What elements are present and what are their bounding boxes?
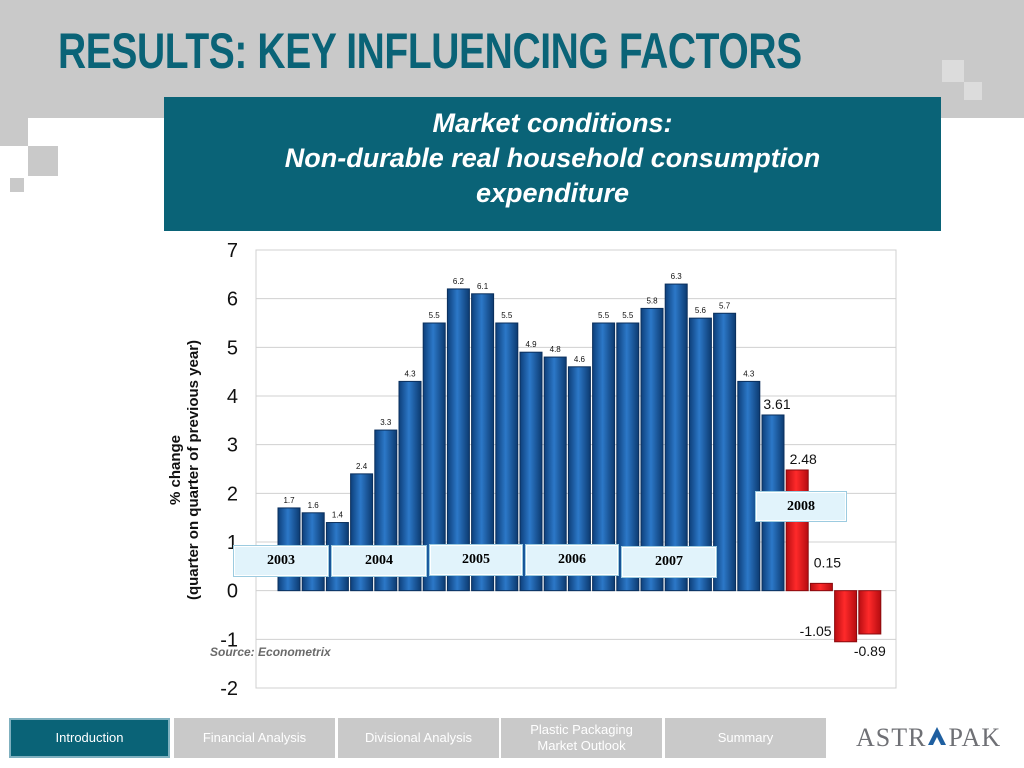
y-tick-label: 4 — [227, 386, 238, 408]
bar-data-label: 4.3 — [743, 369, 755, 378]
chart-subtitle-box: Market conditions: Non-durable real hous… — [164, 97, 941, 231]
bar — [688, 317, 712, 592]
y-axis-label: % change(quarter on quarter of previous … — [167, 340, 202, 600]
tab-introduction[interactable]: Introduction — [9, 718, 170, 758]
tab-divisional-analysis[interactable]: Divisional Analysis — [338, 718, 499, 758]
bar — [592, 322, 616, 592]
bar-data-label: 5.8 — [646, 296, 658, 305]
decor-square — [28, 146, 58, 176]
bar — [422, 322, 446, 592]
decor-square — [964, 82, 982, 100]
bar — [713, 312, 737, 592]
y-tick-label: -2 — [220, 678, 238, 700]
year-label-2007: 2007 — [622, 547, 716, 577]
bottom-nav: Introduction Financial Analysis Division… — [0, 715, 840, 765]
year-label-2004: 2004 — [332, 546, 426, 576]
y-tick-label: 2 — [227, 483, 238, 505]
y-tick-label: 3 — [227, 435, 238, 457]
bar-data-label: 4.3 — [404, 369, 416, 378]
bar-data-label: 5.5 — [501, 311, 513, 320]
bar-data-label: -0.89 — [854, 643, 886, 659]
bar-data-label: 5.5 — [598, 311, 610, 320]
y-tick-label: 5 — [227, 337, 238, 359]
bar-data-label: 5.5 — [622, 311, 634, 320]
bar-data-label: 6.3 — [671, 272, 683, 281]
bar-data-label: 5.6 — [695, 306, 707, 315]
bar — [809, 582, 833, 592]
bar — [737, 380, 761, 592]
bar-data-label: 5.5 — [429, 311, 441, 320]
logo-arrow-icon — [928, 727, 947, 745]
bar-data-label: 4.9 — [525, 340, 537, 349]
bar — [858, 590, 882, 635]
bar — [640, 307, 664, 592]
decor-square — [0, 118, 28, 146]
y-tick-label: -1 — [220, 629, 238, 651]
bar-data-label: 4.6 — [574, 355, 586, 364]
bar — [519, 351, 543, 592]
y-tick-label: 0 — [227, 581, 238, 603]
bar — [567, 366, 591, 592]
bar-data-label: -1.05 — [800, 623, 832, 639]
year-label-2003: 2003 — [234, 546, 328, 576]
year-label-2006: 2006 — [526, 545, 618, 575]
bar — [616, 322, 640, 592]
bar — [664, 283, 688, 592]
y-tick-label: 6 — [227, 289, 238, 311]
bar-data-label: 0.15 — [814, 554, 841, 570]
bar — [834, 590, 858, 643]
subtitle-line: Market conditions: — [432, 108, 673, 138]
bar-data-label: 1.4 — [332, 511, 344, 520]
bar — [398, 380, 422, 592]
decor-square — [10, 178, 24, 192]
y-tick-label: 7 — [227, 240, 238, 262]
bar-data-label: 2.48 — [790, 451, 817, 467]
tab-summary[interactable]: Summary — [665, 718, 826, 758]
page-title: RESULTS: KEY INFLUENCING FACTORS — [58, 23, 802, 79]
bar-data-label: 4.8 — [550, 345, 562, 354]
bar — [543, 356, 567, 592]
bar — [471, 293, 495, 592]
subtitle-line: Non-durable real household consumption — [284, 143, 821, 173]
y-tick-label: 1 — [227, 532, 238, 554]
bar-data-label: 1.6 — [308, 501, 320, 510]
subtitle-line: expenditure — [475, 178, 630, 208]
year-label-2005: 2005 — [430, 545, 522, 575]
bar-data-label: 2.4 — [356, 462, 368, 471]
bar-data-label: 1.7 — [283, 496, 295, 505]
logo-text-right: PAK — [948, 723, 1002, 752]
logo-text-left: ASTR — [856, 723, 927, 752]
bar-data-label: 6.2 — [453, 277, 465, 286]
bar-data-label: 6.1 — [477, 282, 489, 291]
bar-data-label: 3.61 — [763, 396, 790, 412]
year-label-2008: 2008 — [756, 492, 846, 521]
bar-data-label: 5.7 — [719, 301, 731, 310]
tab-financial-analysis[interactable]: Financial Analysis — [174, 718, 335, 758]
decor-square — [942, 60, 964, 82]
bar-data-label: 3.3 — [380, 418, 392, 427]
astrapak-logo: ASTR PAK — [856, 723, 1001, 753]
tab-plastic-packaging-market-outlook[interactable]: Plastic Packaging Market Outlook — [501, 718, 662, 758]
bar — [785, 469, 809, 592]
source-note: Source: Econometrix — [210, 645, 331, 659]
bar — [446, 288, 470, 592]
bar — [495, 322, 519, 592]
